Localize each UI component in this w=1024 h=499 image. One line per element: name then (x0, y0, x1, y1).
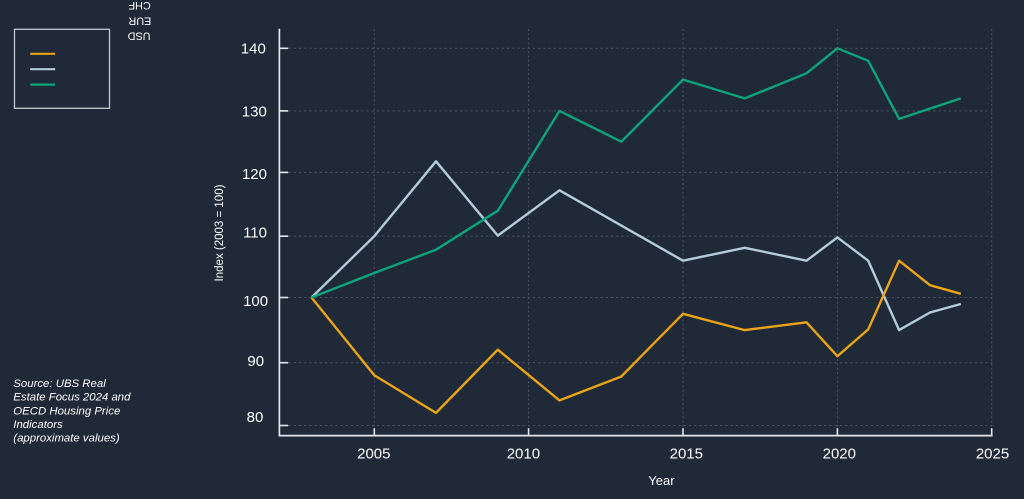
svg-text:Year: Year (648, 473, 675, 488)
svg-text:2025: 2025 (976, 446, 1009, 463)
svg-text:Source: UBS Real: Source: UBS Real (13, 378, 106, 390)
svg-text:OECD Housing Price: OECD Housing Price (13, 405, 120, 417)
svg-text:2010: 2010 (507, 446, 540, 463)
svg-text:USD: USD (127, 30, 150, 42)
svg-text:EUR: EUR (128, 15, 151, 27)
svg-text:(approximate values): (approximate values) (13, 433, 120, 445)
svg-text:CHF: CHF (128, 0, 151, 11)
svg-text:140: 140 (241, 41, 266, 58)
svg-text:100: 100 (243, 293, 268, 310)
svg-text:110: 110 (243, 225, 267, 242)
svg-text:2015: 2015 (670, 446, 703, 463)
svg-text:2005: 2005 (357, 446, 390, 463)
svg-text:2020: 2020 (823, 446, 856, 463)
svg-text:Index (2003 = 100): Index (2003 = 100) (214, 184, 226, 281)
svg-text:Indicators: Indicators (13, 419, 63, 431)
svg-text:130: 130 (242, 103, 267, 120)
svg-text:120: 120 (242, 166, 267, 183)
svg-text:Estate Focus 2024 and: Estate Focus 2024 and (13, 392, 131, 404)
svg-text:80: 80 (247, 409, 264, 426)
svg-text:90: 90 (247, 353, 264, 370)
